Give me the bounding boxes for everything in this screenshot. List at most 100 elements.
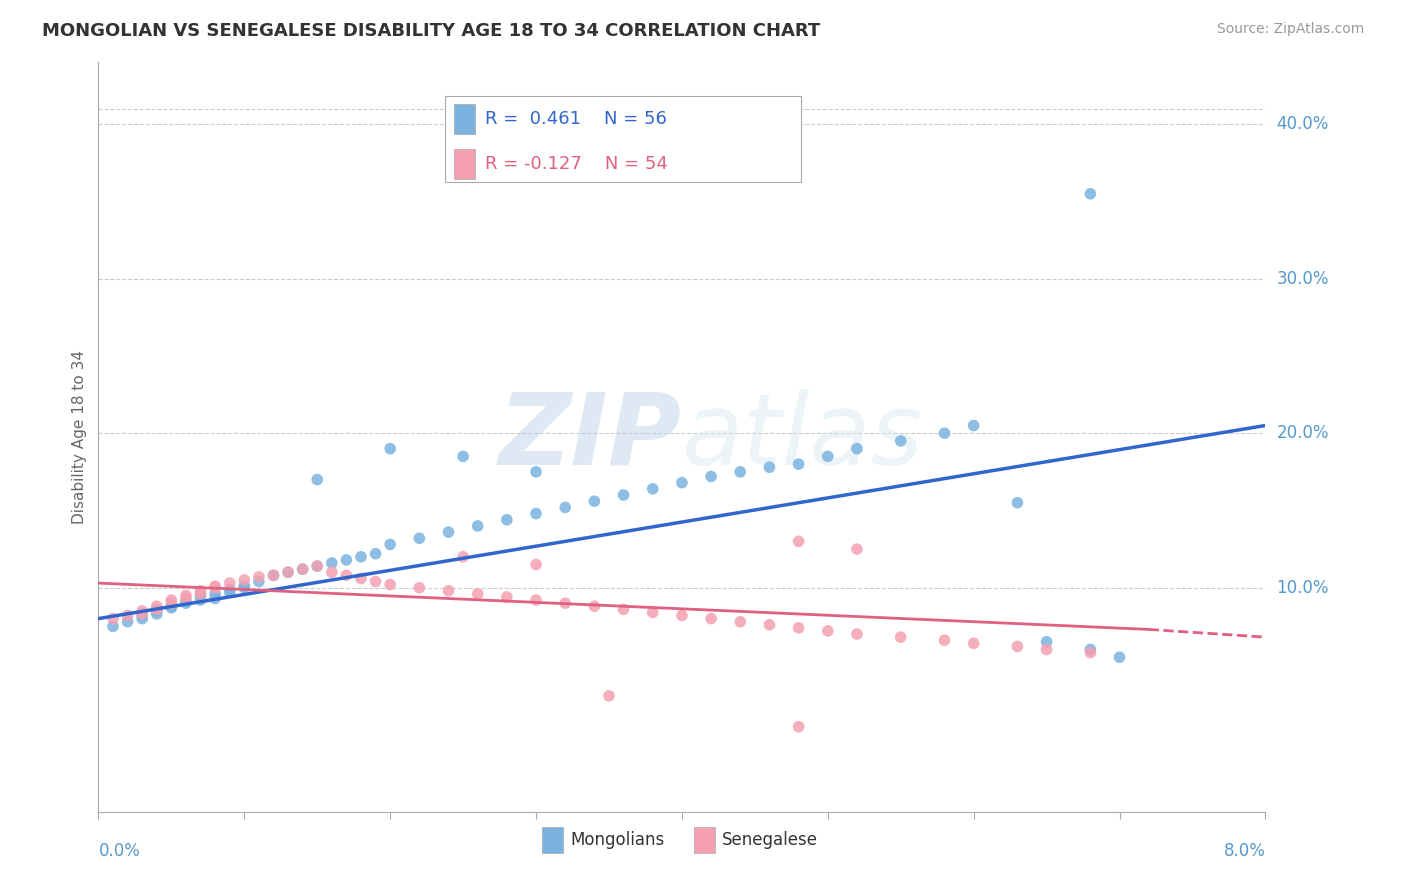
Point [554,596,576,610]
Point [1108,650,1130,665]
Point [204,587,226,601]
Point [380,577,402,591]
Point [380,537,402,551]
Y-axis label: Disability Age 18 to 34: Disability Age 18 to 34 [72,350,87,524]
FancyBboxPatch shape [446,96,801,182]
Point [307,559,329,574]
Point [247,574,270,589]
Point [787,621,810,635]
Point [190,587,212,601]
Point [962,636,984,650]
Point [1007,640,1029,654]
Text: ZIP: ZIP [499,389,682,485]
Point [1007,496,1029,510]
Point [496,590,519,604]
Point [350,549,373,564]
Point [845,542,868,557]
Point [146,599,169,614]
Point [218,582,240,597]
Point [307,473,329,487]
Text: 0.0%: 0.0% [98,842,141,860]
Point [174,594,197,608]
Point [1035,642,1057,657]
Point [335,553,357,567]
Point [787,457,810,471]
Point [277,566,299,580]
Point [845,442,868,456]
Point [160,593,183,607]
Point [890,434,912,448]
Point [160,599,183,614]
Point [262,568,284,582]
Point [190,583,212,598]
Point [467,519,489,533]
Point [437,583,460,598]
Point [364,547,387,561]
Text: 30.0%: 30.0% [1277,269,1329,288]
Point [218,576,240,591]
Text: 40.0%: 40.0% [1277,115,1329,133]
Point [174,591,197,606]
Point [524,558,547,572]
Point [190,589,212,603]
Point [671,608,693,623]
FancyBboxPatch shape [454,103,475,134]
Point [321,556,343,570]
Point [174,596,197,610]
Point [787,534,810,549]
Point [160,600,183,615]
Point [117,608,139,623]
Point [174,589,197,603]
Point [307,559,329,574]
Text: 8.0%: 8.0% [1223,842,1265,860]
Point [262,568,284,582]
Point [247,570,270,584]
Point [204,591,226,606]
Point [730,615,752,629]
Point [131,607,153,621]
Point [233,581,256,595]
Point [1080,642,1102,657]
Point [612,488,634,502]
Point [467,587,489,601]
Point [671,475,693,490]
Point [101,619,124,633]
Point [890,630,912,644]
Point [524,593,547,607]
Point [817,450,839,464]
Point [233,573,256,587]
Point [554,500,576,515]
Point [730,465,752,479]
Point [598,689,620,703]
Point [350,571,373,585]
Point [845,627,868,641]
Point [700,469,723,483]
Text: R =  0.461    N = 56: R = 0.461 N = 56 [485,110,666,128]
Point [583,599,606,614]
Point [641,606,664,620]
Point [583,494,606,508]
Point [380,442,402,456]
Text: 20.0%: 20.0% [1277,425,1329,442]
Point [190,593,212,607]
Text: MONGOLIAN VS SENEGALESE DISABILITY AGE 18 TO 34 CORRELATION CHART: MONGOLIAN VS SENEGALESE DISABILITY AGE 1… [42,22,821,40]
Point [335,568,357,582]
Point [934,426,956,441]
Point [451,450,474,464]
Point [131,604,153,618]
Point [408,581,430,595]
Point [131,608,153,623]
Point [962,418,984,433]
Point [408,531,430,545]
Point [291,562,314,576]
Point [524,507,547,521]
Text: atlas: atlas [682,389,924,485]
Point [1035,634,1057,648]
Point [101,612,124,626]
FancyBboxPatch shape [693,827,714,853]
Point [641,482,664,496]
Text: Senegalese: Senegalese [721,830,817,849]
Text: Mongolians: Mongolians [569,830,664,849]
Point [233,579,256,593]
Point [451,549,474,564]
